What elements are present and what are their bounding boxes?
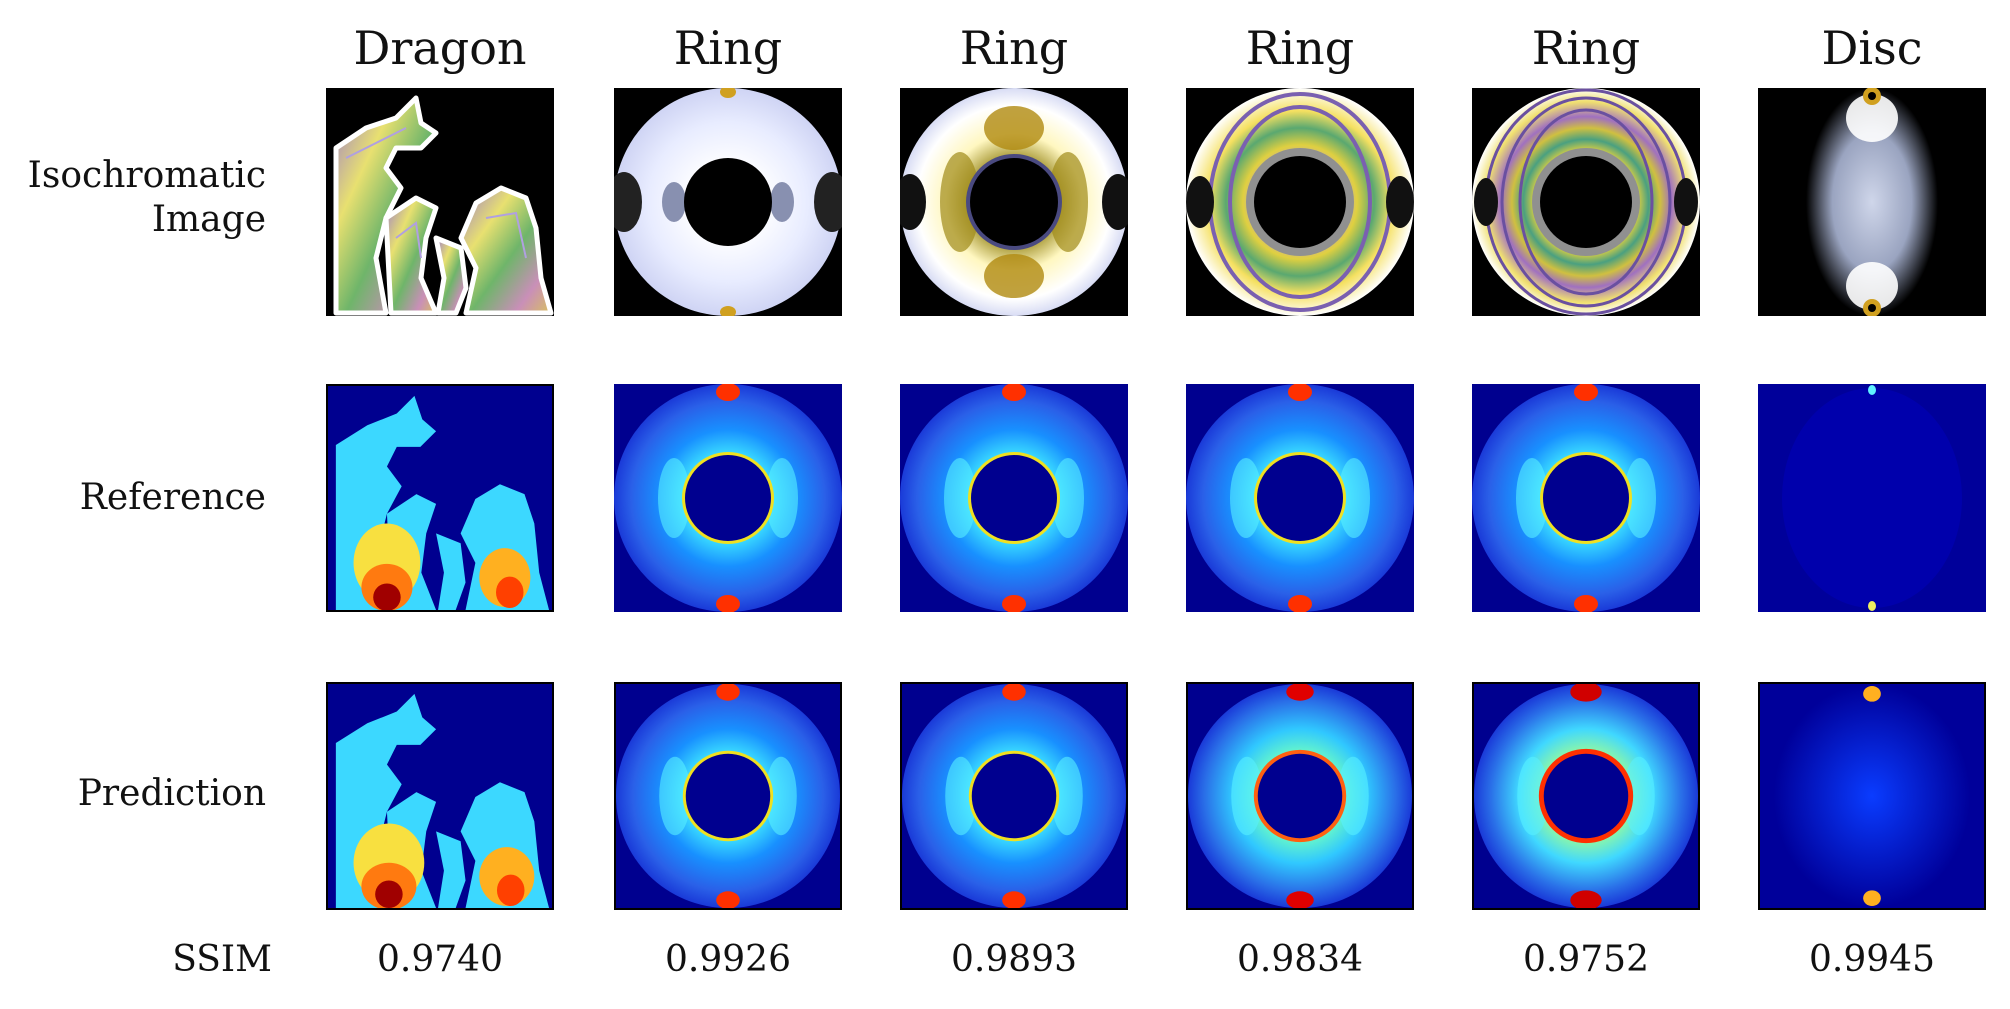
row-label-isochromatic: Isochromatic Image <box>0 154 266 242</box>
column-title-ring-4: Ring <box>1531 21 1641 75</box>
ssim-value-disc: 0.9945 <box>1809 939 1935 980</box>
isochromatic-ring-3 <box>1186 88 1414 316</box>
prediction-ring-1 <box>614 682 842 910</box>
reference-dragon <box>326 384 554 612</box>
reference-disc <box>1758 384 1986 612</box>
column-title-ring-1: Ring <box>673 21 783 75</box>
isochromatic-ring-4 <box>1472 88 1700 316</box>
row-label-prediction: Prediction <box>77 773 266 814</box>
ssim-value-dragon: 0.9740 <box>377 939 503 980</box>
row-label-isochromatic-line1: Isochromatic <box>27 155 266 196</box>
row-label-ssim: SSIM <box>172 939 272 980</box>
ssim-value-ring-2: 0.9893 <box>951 939 1077 980</box>
ssim-value-ring-4: 0.9752 <box>1523 939 1649 980</box>
row-label-isochromatic-line2: Image <box>151 199 266 240</box>
column-title-ring-3: Ring <box>1245 21 1355 75</box>
prediction-disc <box>1758 682 1986 910</box>
reference-ring-2 <box>900 384 1128 612</box>
reference-ring-4 <box>1472 384 1700 612</box>
isochromatic-ring-1 <box>614 88 842 316</box>
ssim-value-ring-3: 0.9834 <box>1237 939 1363 980</box>
reference-ring-1 <box>614 384 842 612</box>
prediction-dragon <box>326 682 554 910</box>
prediction-ring-2 <box>900 682 1128 910</box>
row-label-reference: Reference <box>79 477 266 518</box>
ssim-value-ring-1: 0.9926 <box>665 939 791 980</box>
isochromatic-ring-2 <box>900 88 1128 316</box>
reference-ring-3 <box>1186 384 1414 612</box>
prediction-ring-4 <box>1472 682 1700 910</box>
prediction-ring-3 <box>1186 682 1414 910</box>
isochromatic-dragon <box>326 88 554 316</box>
column-title-dragon: Dragon <box>353 21 527 75</box>
column-title-ring-2: Ring <box>959 21 1069 75</box>
column-title-disc: Disc <box>1821 21 1923 75</box>
isochromatic-disc <box>1758 88 1986 316</box>
